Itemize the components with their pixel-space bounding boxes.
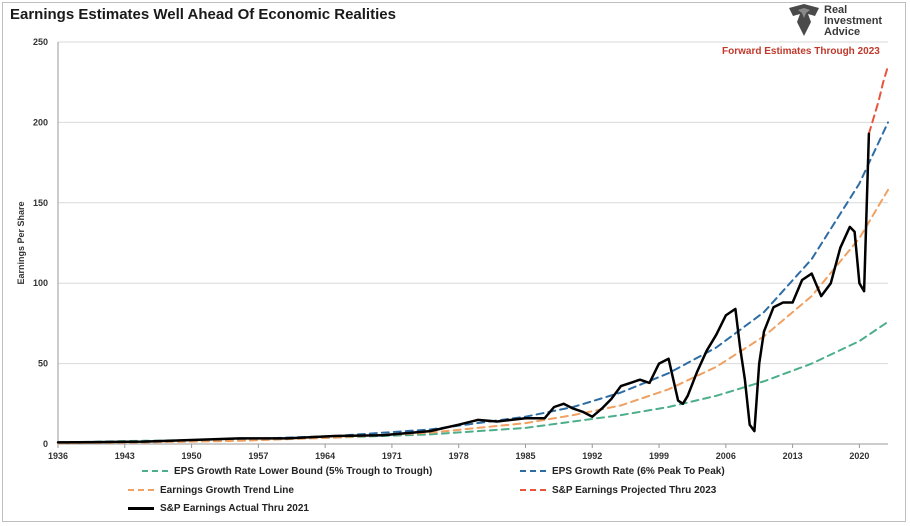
logo-text: Real Investment Advice [824,5,882,38]
logo-line-3: Advice [824,26,861,38]
x-tick-label-1936: 1936 [48,451,68,461]
y-tick-label-200: 200 [33,117,48,127]
x-tick-label-1999: 1999 [649,451,669,461]
eagle-icon [789,4,819,36]
x-tick-label-1978: 1978 [449,451,469,461]
y-tick-label-50: 50 [38,359,48,369]
y-tick-label-100: 100 [33,278,48,288]
x-tick-label-2013: 2013 [783,451,803,461]
y-tick-label-0: 0 [43,439,48,449]
logo-line-2: Investment [824,15,883,27]
x-tick-label-1957: 1957 [248,451,268,461]
y-tick-label-250: 250 [33,37,48,47]
brand-logo: Real Investment Advice [786,2,896,42]
x-tick-label-2020: 2020 [849,451,869,461]
x-tick-label-1992: 1992 [582,451,602,461]
series-line-projected [867,65,889,135]
series-line-peak-rate [57,121,889,444]
forward-estimates-annotation: Forward Estimates Through 2023 [722,46,880,57]
x-tick-label-2006: 2006 [716,451,736,461]
x-tick-label-1950: 1950 [182,451,202,461]
chart-title: Earnings Estimates Well Ahead Of Economi… [10,6,396,23]
y-axis-label: Earnings Per Share [16,201,26,284]
x-tick-label-1985: 1985 [515,451,535,461]
x-tick-label-1943: 1943 [115,451,135,461]
x-tick-label-1971: 1971 [382,451,402,461]
series-line-trend [57,188,889,445]
y-tick-label-150: 150 [33,198,48,208]
logo-line-1: Real [824,4,848,16]
series-line-actual [56,132,871,444]
x-tick-label-1964: 1964 [315,451,335,461]
